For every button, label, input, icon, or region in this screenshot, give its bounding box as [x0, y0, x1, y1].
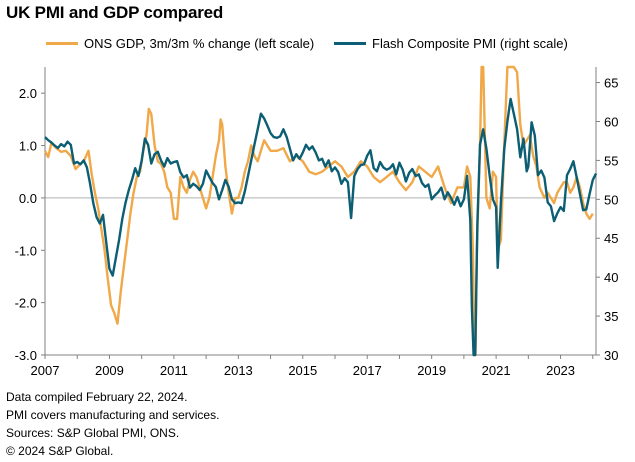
right-tick-label: 35	[604, 309, 618, 324]
left-tick-label: 1.0	[19, 139, 37, 154]
left-tick-label: 2.0	[19, 86, 37, 101]
right-tick-label: 55	[604, 153, 618, 168]
right-tick-label: 40	[604, 270, 618, 285]
legend-item-gdp: ONS GDP, 3m/3m % change (left scale)	[46, 36, 314, 51]
x-tick-label: 2023	[546, 363, 575, 378]
legend-item-pmi: Flash Composite PMI (right scale)	[334, 36, 568, 51]
legend-label-gdp: ONS GDP, 3m/3m % change (left scale)	[84, 36, 315, 51]
x-tick-label: 2017	[353, 363, 382, 378]
right-tick-label: 45	[604, 231, 618, 246]
x-tick-label: 2011	[160, 363, 188, 378]
left-tick-label: -2.0	[15, 296, 37, 311]
x-tick-label: 2019	[417, 363, 446, 378]
left-tick-label: -1.0	[15, 243, 37, 258]
series-line-gdp	[43, 65, 594, 357]
footer-line-compiled: Data compiled February 22, 2024.	[6, 390, 188, 404]
footer-line-sources: Sources: S&P Global PMI, ONS.	[6, 426, 180, 440]
right-tick-label: 60	[604, 114, 618, 129]
x-tick-label: 2013	[224, 363, 253, 378]
legend-swatch-gdp	[46, 42, 78, 45]
footer-notes: Data compiled February 22, 2024. PMI cov…	[6, 388, 219, 460]
x-tick-label: 2009	[95, 363, 124, 378]
legend-label-pmi: Flash Composite PMI (right scale)	[372, 36, 568, 51]
footer-line-coverage: PMI covers manufacturing and services.	[6, 408, 220, 422]
right-tick-label: 65	[604, 76, 618, 91]
x-tick-label: 2015	[288, 363, 317, 378]
right-tick-label: 30	[604, 348, 618, 363]
legend-swatch-pmi	[334, 42, 366, 45]
chart-title: UK PMI and GDP compared	[6, 3, 224, 22]
legend: ONS GDP, 3m/3m % change (left scale) Fla…	[0, 36, 635, 56]
right-tick-label: 50	[604, 192, 618, 207]
left-tick-label: -3.0	[15, 348, 37, 363]
x-tick-label: 2007	[31, 363, 60, 378]
left-tick-label: 0.0	[19, 191, 37, 206]
footer-line-copyright: © 2024 S&P Global.	[6, 444, 114, 458]
series-line-pmi	[44, 97, 598, 357]
x-tick-label: 2021	[482, 363, 511, 378]
